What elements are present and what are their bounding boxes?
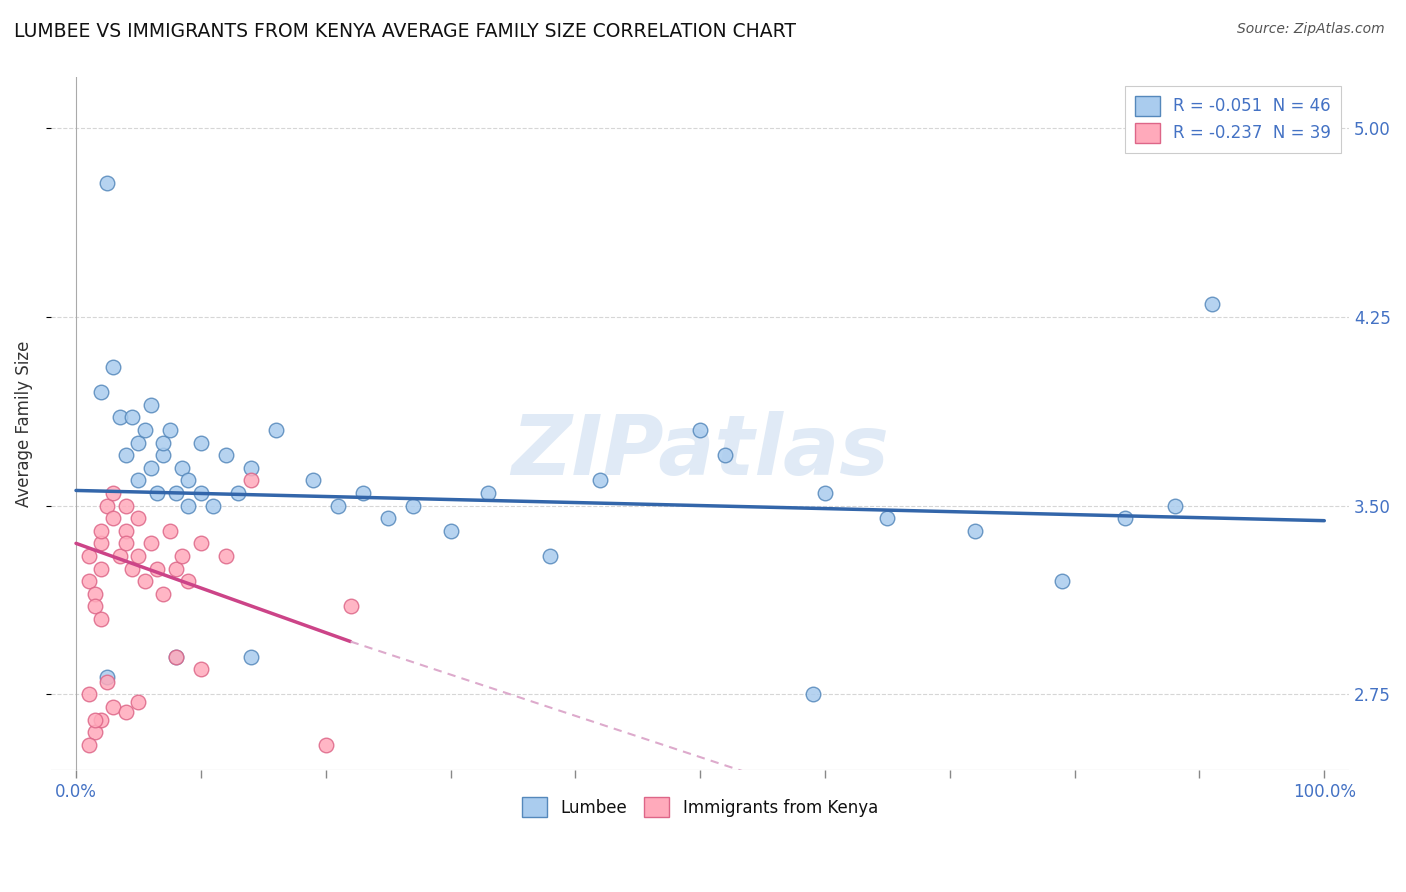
Point <box>402 499 425 513</box>
Point <box>226 486 249 500</box>
Text: ZIPatlas: ZIPatlas <box>512 411 889 491</box>
Point <box>159 423 181 437</box>
Point <box>202 499 225 513</box>
Point <box>165 649 187 664</box>
Point <box>152 587 174 601</box>
Point <box>477 486 499 500</box>
Point <box>139 460 162 475</box>
Text: LUMBEE VS IMMIGRANTS FROM KENYA AVERAGE FAMILY SIZE CORRELATION CHART: LUMBEE VS IMMIGRANTS FROM KENYA AVERAGE … <box>14 22 796 41</box>
Point <box>96 674 118 689</box>
Point <box>152 435 174 450</box>
Point <box>134 423 156 437</box>
Point <box>328 499 350 513</box>
Point <box>177 499 200 513</box>
Legend: Lumbee, Immigrants from Kenya: Lumbee, Immigrants from Kenya <box>516 790 884 824</box>
Point <box>121 561 143 575</box>
Point <box>134 574 156 588</box>
Point <box>190 536 212 550</box>
Point <box>127 474 149 488</box>
Point <box>90 385 112 400</box>
Point <box>1163 499 1185 513</box>
Point <box>115 499 138 513</box>
Point <box>152 448 174 462</box>
Point <box>876 511 898 525</box>
Point <box>77 738 100 752</box>
Point <box>177 474 200 488</box>
Point <box>90 612 112 626</box>
Point <box>127 549 149 563</box>
Point <box>239 649 262 664</box>
Point <box>1114 511 1136 525</box>
Point <box>103 486 125 500</box>
Point <box>115 524 138 538</box>
Point <box>352 486 374 500</box>
Point <box>177 574 200 588</box>
Point <box>83 713 105 727</box>
Point <box>190 486 212 500</box>
Point <box>146 561 169 575</box>
Point <box>302 474 325 488</box>
Point <box>96 670 118 684</box>
Point <box>439 524 461 538</box>
Point <box>139 398 162 412</box>
Point <box>1050 574 1073 588</box>
Point <box>83 599 105 614</box>
Point <box>121 410 143 425</box>
Point <box>90 524 112 538</box>
Point <box>589 474 612 488</box>
Point <box>96 499 118 513</box>
Point <box>83 725 105 739</box>
Point <box>159 524 181 538</box>
Point <box>264 423 287 437</box>
Point <box>165 486 187 500</box>
Point <box>90 536 112 550</box>
Y-axis label: Average Family Size: Average Family Size <box>15 341 32 507</box>
Point <box>165 649 187 664</box>
Point <box>215 448 238 462</box>
Point <box>77 574 100 588</box>
Point <box>127 435 149 450</box>
Point <box>239 460 262 475</box>
Point <box>127 511 149 525</box>
Point <box>90 561 112 575</box>
Point <box>801 688 824 702</box>
Point <box>190 435 212 450</box>
Point <box>165 561 187 575</box>
Point <box>239 474 262 488</box>
Point <box>115 705 138 719</box>
Point <box>814 486 837 500</box>
Point <box>172 549 194 563</box>
Point <box>963 524 986 538</box>
Point <box>315 738 337 752</box>
Point <box>139 536 162 550</box>
Point <box>714 448 737 462</box>
Point <box>689 423 711 437</box>
Point <box>1201 297 1223 311</box>
Point <box>146 486 169 500</box>
Point <box>90 713 112 727</box>
Point <box>96 176 118 190</box>
Point <box>190 662 212 676</box>
Point <box>339 599 361 614</box>
Point <box>215 549 238 563</box>
Point <box>83 587 105 601</box>
Point <box>115 536 138 550</box>
Point <box>127 695 149 709</box>
Point <box>538 549 561 563</box>
Point <box>77 688 100 702</box>
Text: Source: ZipAtlas.com: Source: ZipAtlas.com <box>1237 22 1385 37</box>
Point <box>108 549 131 563</box>
Point <box>103 511 125 525</box>
Point <box>108 410 131 425</box>
Point <box>77 549 100 563</box>
Point <box>115 448 138 462</box>
Point <box>172 460 194 475</box>
Point <box>103 700 125 714</box>
Point <box>377 511 399 525</box>
Point <box>103 359 125 374</box>
